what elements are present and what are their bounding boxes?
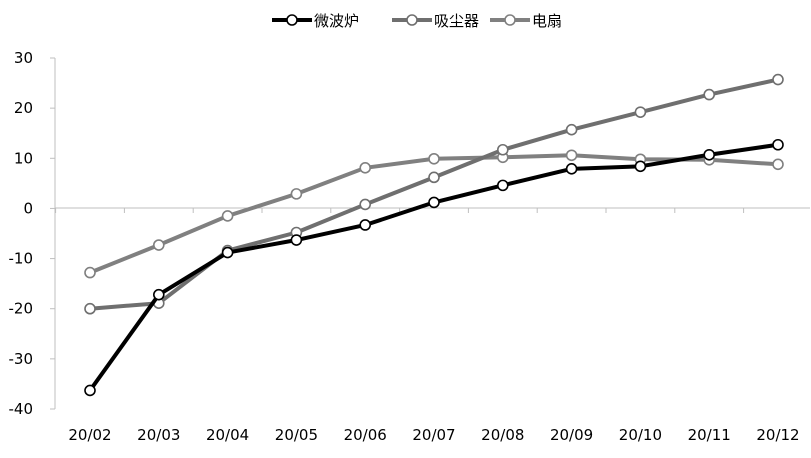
data-point <box>359 198 372 211</box>
legend-swatch-marker <box>504 14 516 26</box>
data-point <box>772 73 784 86</box>
data-point <box>153 288 165 301</box>
y-tick-label: 30 <box>14 49 33 67</box>
data-point <box>428 152 440 165</box>
x-tick-label: 20/02 <box>68 426 111 444</box>
data-point <box>153 239 165 251</box>
series-1 <box>84 138 784 397</box>
legend-item: 吸尘器 <box>392 12 479 30</box>
x-tick-label: 20/09 <box>550 426 593 444</box>
data-point <box>565 149 578 162</box>
y-tick-label: 10 <box>14 149 33 167</box>
legend-label: 吸尘器 <box>434 12 479 30</box>
x-axis: 20/02 20/03 20/04 20/05 20/06 20/07 20/08 20/09… <box>55 207 810 444</box>
data-point <box>772 138 784 151</box>
data-point <box>221 210 234 222</box>
data-point <box>84 302 96 315</box>
data-point <box>496 179 509 192</box>
data-point <box>290 234 303 246</box>
data-point <box>428 171 440 184</box>
y-tick-label: 0 <box>23 199 33 217</box>
data-point <box>359 219 372 231</box>
legend-swatch-marker <box>406 14 418 26</box>
data-point <box>703 148 716 161</box>
series-3 <box>84 149 784 279</box>
legend-swatch-marker <box>286 14 298 26</box>
legend-label: 微波炉 <box>314 12 359 30</box>
data-point <box>84 266 96 279</box>
y-axis: 30 20 10 0 -10 -20 -30 -40 <box>9 49 56 418</box>
x-tick-label: 20/12 <box>756 426 799 444</box>
y-tick-label: -20 <box>9 300 34 318</box>
x-tick-label: 20/07 <box>412 426 455 444</box>
y-tick-label: -10 <box>9 250 34 268</box>
data-point <box>496 143 509 156</box>
x-tick-label: 20/03 <box>137 426 180 444</box>
x-tick-label: 20/08 <box>481 426 524 444</box>
legend-item: 微波炉 <box>272 12 359 30</box>
data-point <box>634 160 647 173</box>
data-point <box>565 163 578 175</box>
legend-label: 电扇 <box>532 12 562 30</box>
legend: 微波炉 吸尘器 电扇 <box>272 12 562 30</box>
y-tick-label: -30 <box>9 350 34 368</box>
data-point <box>634 106 647 118</box>
legend-item: 电扇 <box>490 12 562 30</box>
data-point <box>290 188 303 200</box>
data-point <box>84 384 96 397</box>
data-point <box>703 88 716 101</box>
x-tick-label: 20/06 <box>344 426 387 444</box>
series-layer <box>84 73 784 397</box>
y-tick-label: -40 <box>9 400 34 418</box>
x-tick-label: 20/11 <box>688 426 731 444</box>
x-tick-label: 20/05 <box>275 426 318 444</box>
data-point <box>565 123 578 136</box>
data-point <box>359 162 372 174</box>
x-tick-label: 20/10 <box>619 426 662 444</box>
y-tick-label: 20 <box>14 99 33 117</box>
data-point <box>221 246 234 259</box>
data-point <box>772 158 784 171</box>
x-tick-label: 20/04 <box>206 426 249 444</box>
data-point <box>428 196 440 209</box>
